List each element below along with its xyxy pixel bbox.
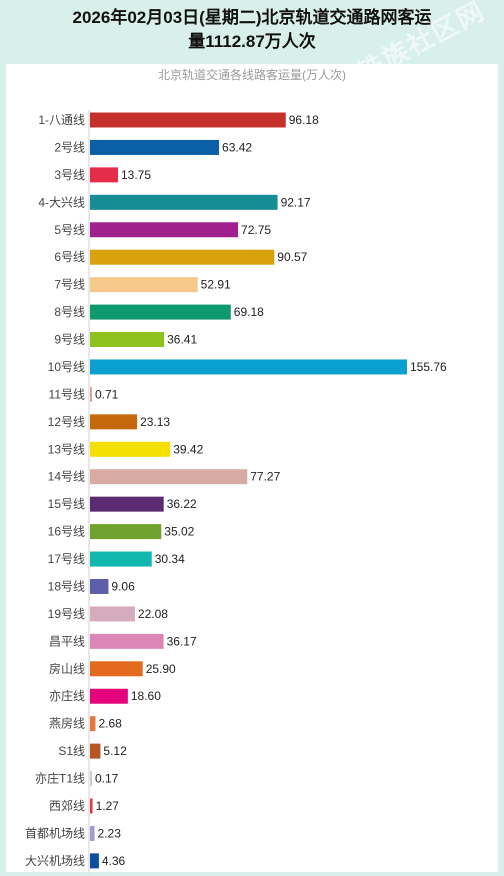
bar — [90, 332, 165, 348]
category-label: 首都机场线 — [25, 826, 85, 840]
value-label: 4.36 — [102, 854, 126, 868]
value-label: 35.02 — [164, 525, 194, 539]
category-label: 亦庄T1线 — [35, 771, 85, 786]
value-label: 39.42 — [173, 442, 203, 456]
category-label: 5号线 — [54, 223, 85, 237]
page-title-line1: 2026年02月03日(星期二)北京轨道交通路网客运 — [72, 8, 432, 27]
category-label: 大兴机场线 — [25, 854, 85, 868]
bar — [90, 386, 92, 402]
category-label: 12号线 — [48, 415, 85, 429]
value-label: 2.68 — [98, 717, 122, 731]
category-label: 10号线 — [48, 360, 85, 374]
bar — [90, 112, 286, 128]
bar — [90, 194, 278, 210]
bar — [90, 771, 92, 787]
page-header: 2026年02月03日(星期二)北京轨道交通路网客运 量1112.87万人次 — [0, 0, 504, 64]
bar — [90, 414, 138, 430]
value-label: 9.06 — [111, 579, 135, 593]
value-label: 18.60 — [131, 689, 161, 703]
category-label: 4-大兴线 — [38, 195, 85, 209]
value-label: 63.42 — [222, 140, 252, 154]
bar — [90, 606, 135, 622]
bar — [90, 496, 164, 512]
bar — [90, 716, 96, 732]
category-label: S1线 — [58, 744, 85, 758]
bar — [90, 359, 407, 375]
bar — [90, 551, 152, 567]
category-label: 15号线 — [48, 497, 85, 511]
value-label: 77.27 — [250, 470, 280, 484]
value-label: 69.18 — [234, 305, 264, 319]
bar — [90, 249, 275, 265]
category-label: 13号线 — [48, 442, 85, 456]
bar — [90, 277, 198, 293]
category-label: 11号线 — [49, 387, 85, 401]
category-label: 8号线 — [54, 305, 85, 319]
category-label: 16号线 — [48, 525, 85, 539]
value-label: 30.34 — [155, 552, 185, 566]
value-label: 2.23 — [98, 826, 122, 840]
category-label: 17号线 — [48, 552, 85, 566]
bar — [90, 825, 95, 841]
category-label: 14号线 — [48, 470, 85, 484]
category-label: 西郊线 — [49, 799, 85, 813]
bar — [90, 222, 239, 238]
bar — [90, 798, 93, 814]
bar — [90, 469, 248, 485]
value-label: 13.75 — [121, 168, 151, 182]
bar — [90, 853, 99, 869]
value-label: 22.08 — [138, 607, 168, 621]
bar — [90, 743, 101, 759]
value-label: 25.90 — [146, 662, 176, 676]
bar — [90, 524, 162, 540]
value-label: 96.18 — [289, 113, 319, 127]
page-title-line2: 量1112.87万人次 — [188, 32, 316, 51]
value-label: 23.13 — [140, 415, 170, 429]
category-label: 19号线 — [48, 607, 85, 621]
value-label: 1.27 — [96, 799, 120, 813]
bar — [90, 633, 164, 649]
bar — [90, 661, 143, 677]
value-label: 0.17 — [95, 772, 119, 786]
category-label: 亦庄线 — [49, 688, 85, 703]
category-label: 18号线 — [48, 579, 85, 593]
value-label: 36.22 — [167, 497, 197, 511]
bar — [90, 688, 128, 704]
category-label: 9号线 — [54, 333, 85, 347]
value-label: 5.12 — [103, 744, 127, 758]
value-label: 92.17 — [281, 195, 311, 209]
value-label: 0.71 — [95, 387, 119, 401]
category-label: 2号线 — [54, 140, 85, 154]
bar — [90, 441, 171, 457]
bar — [90, 578, 109, 594]
value-label: 36.41 — [167, 333, 197, 347]
category-label: 3号线 — [54, 168, 85, 182]
value-label: 36.17 — [167, 634, 197, 648]
category-label: 1-八通线 — [38, 113, 85, 127]
chart-title: 北京轨道交通各线路客运量(万人次) — [158, 68, 346, 82]
value-label: 90.57 — [277, 250, 307, 264]
category-label: 6号线 — [54, 250, 85, 264]
value-label: 52.91 — [201, 278, 231, 292]
category-label: 燕房线 — [49, 716, 85, 731]
bar — [90, 304, 231, 320]
category-label: 昌平线 — [49, 634, 85, 648]
bar — [90, 139, 220, 155]
category-label: 7号线 — [54, 278, 85, 292]
bar — [90, 167, 118, 183]
value-label: 155.76 — [410, 360, 447, 374]
category-label: 房山线 — [49, 661, 85, 676]
value-label: 72.75 — [241, 223, 271, 237]
